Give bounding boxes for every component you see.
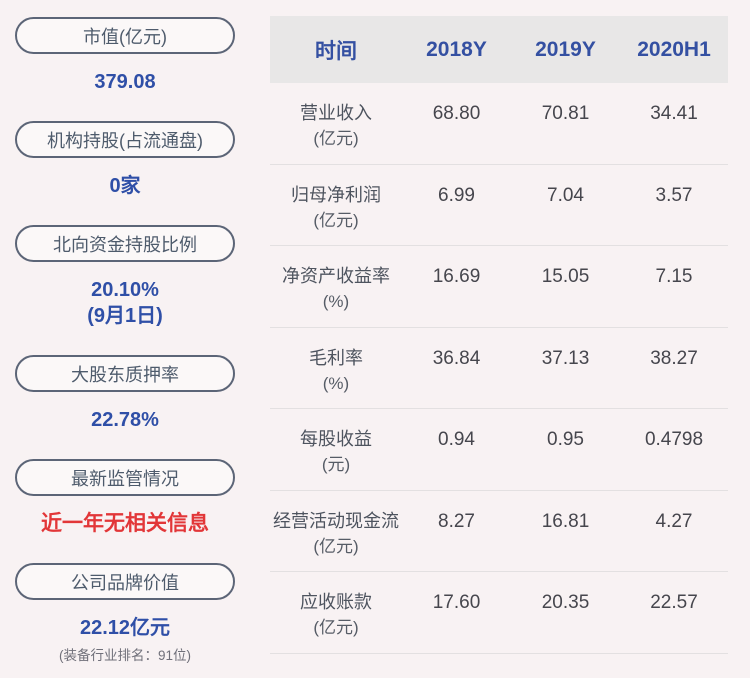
northbound-holding-date: (9月1日): [87, 305, 163, 327]
sidebar-item-northbound-holding: 北向资金持股比例 20.10% (9月1日): [0, 225, 250, 329]
table-header-time: 时间: [315, 39, 357, 63]
market-cap-pill-label: 市值(亿元): [83, 26, 167, 47]
cell-value: 70.81: [541, 103, 590, 124]
table-row-operating-cash-flow: 经营活动现金流 (亿元) 8.27 16.81 4.27: [270, 491, 728, 572]
row-label: 净资产收益率 (%): [270, 264, 402, 327]
sidebar-item-regulation-status: 最新监管情况 近一年无相关信息: [0, 459, 250, 537]
table-row-gross-margin: 毛利率 (%) 36.84 37.13 38.27: [270, 328, 728, 409]
cell-value: 7.04: [547, 184, 584, 206]
cell-value: 68.80: [432, 103, 481, 124]
table-row-eps: 每股收益 (元) 0.94 0.95 0.4798: [270, 409, 728, 491]
cell-value: 15.05: [541, 266, 590, 287]
cell-value: 0.95: [547, 429, 584, 450]
row-name: 经营活动现金流: [273, 510, 399, 531]
cell-value: 38.27: [650, 347, 698, 369]
northbound-holding-value: 20.10% (9月1日): [0, 277, 250, 329]
sidebar-item-market-cap: 市值(亿元) 379.08: [0, 17, 250, 95]
pledge-ratio-value: 22.78%: [91, 409, 159, 431]
row-name: 净资产收益率: [282, 266, 390, 286]
financial-table: 时间 2018Y 2019Y 2020H1 营业收入 (亿元) 68.80 70…: [270, 16, 728, 678]
northbound-holding-pill-label: 北向资金持股比例: [53, 234, 197, 255]
regulation-status-pill-button[interactable]: 最新监管情况: [15, 459, 235, 496]
institution-holding-pill-label: 机构持股(占流通盘): [47, 130, 203, 151]
table-row-accounts-receivable: 应收账款 (亿元) 17.60 20.35 22.57: [270, 572, 728, 654]
row-unit: (亿元): [313, 618, 359, 637]
row-label: 应收账款 (亿元): [270, 590, 402, 653]
table-header-2018y: 2018Y: [426, 37, 487, 61]
row-unit: (亿元): [313, 129, 359, 148]
row-name: 应收账款: [300, 592, 372, 612]
sidebar-item-institution-holding: 机构持股(占流通盘) 0家: [0, 121, 250, 199]
cell-value: 20.35: [541, 592, 590, 613]
brand-value-amount: 22.12亿元: [79, 617, 171, 639]
cell-value: 8.27: [438, 510, 475, 532]
row-unit: (元): [321, 455, 351, 474]
cell-value: 16.81: [541, 510, 590, 532]
pledge-ratio-pill-label: 大股东质押率: [71, 364, 179, 385]
sidebar-item-brand-value: 公司品牌价值 22.12亿元 (装备行业排名：91位): [0, 563, 250, 664]
market-cap-value: 379.08: [94, 71, 156, 93]
row-label: 营业收入 (亿元): [270, 101, 402, 164]
table-header-row: 时间 2018Y 2019Y 2020H1: [270, 16, 728, 83]
cell-value: 22.57: [650, 592, 698, 613]
brand-value-pill-label: 公司品牌价值: [71, 572, 179, 593]
row-name: 每股收益: [300, 429, 372, 449]
institution-holding-pill-button[interactable]: 机构持股(占流通盘): [15, 121, 235, 158]
cell-value: 16.69: [432, 266, 481, 287]
row-unit: (亿元): [313, 210, 359, 230]
cell-value: 17.60: [432, 592, 481, 613]
row-name: 营业收入: [300, 103, 372, 123]
row-unit: (%): [322, 292, 350, 311]
cell-value: 34.41: [650, 103, 698, 124]
cell-value: 7.15: [655, 266, 693, 287]
cell-value: 3.57: [655, 184, 693, 206]
row-unit: (亿元): [313, 536, 359, 556]
row-label: 毛利率 (%): [270, 346, 402, 409]
sidebar: 市值(亿元) 379.08 机构持股(占流通盘) 0家 北向资金持股比例 20.…: [0, 0, 250, 678]
cell-value: 0.94: [438, 429, 475, 450]
table-header-2020h1: 2020H1: [637, 37, 711, 61]
brand-value-rank-note: (装备行业排名：91位): [58, 648, 191, 663]
row-unit: (%): [322, 373, 350, 393]
cell-value: 36.84: [432, 347, 481, 369]
cell-value: 0.4798: [644, 429, 704, 450]
cell-value: 6.99: [438, 184, 475, 206]
northbound-holding-percent: 20.10%: [91, 279, 159, 301]
institution-holding-value: 0家: [109, 175, 141, 197]
row-label: 每股收益 (元): [270, 427, 402, 490]
table-row-roe: 净资产收益率 (%) 16.69 15.05 7.15: [270, 246, 728, 328]
cell-value: 4.27: [655, 510, 693, 532]
row-name: 归母净利润: [291, 184, 381, 205]
row-label: 归母净利润 (亿元): [270, 183, 402, 246]
cell-value: 37.13: [541, 347, 590, 369]
row-label: 经营活动现金流 (亿元): [270, 509, 402, 572]
northbound-holding-pill-button[interactable]: 北向资金持股比例: [15, 225, 235, 262]
table-row-revenue: 营业收入 (亿元) 68.80 70.81 34.41: [270, 83, 728, 165]
market-cap-pill-button[interactable]: 市值(亿元): [15, 17, 235, 54]
table-row-net-profit: 归母净利润 (亿元) 6.99 7.04 3.57: [270, 165, 728, 246]
brand-value-pill-button[interactable]: 公司品牌价值: [15, 563, 235, 600]
regulation-status-pill-label: 最新监管情况: [71, 468, 179, 489]
regulation-status-value: 近一年无相关信息: [41, 512, 209, 535]
sidebar-item-major-shareholder-pledge: 大股东质押率 22.78%: [0, 355, 250, 433]
pledge-ratio-pill-button[interactable]: 大股东质押率: [15, 355, 235, 392]
row-name: 毛利率: [309, 347, 363, 368]
table-header-2019y: 2019Y: [535, 37, 596, 61]
